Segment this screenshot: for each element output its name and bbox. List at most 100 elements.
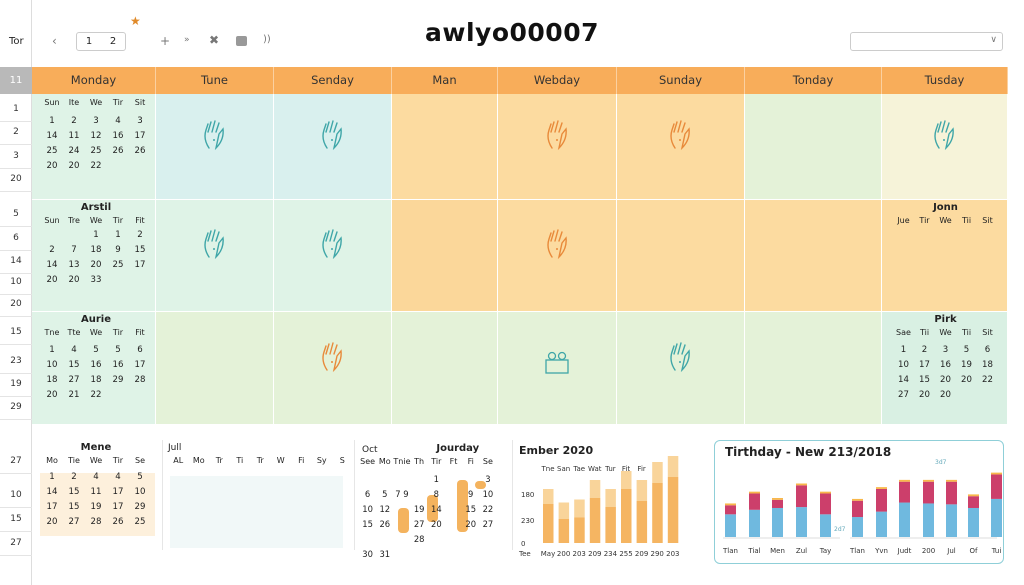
- date-cell[interactable]: 15: [68, 502, 80, 512]
- date-cell[interactable]: 20: [46, 161, 58, 171]
- day-cell-r2-c6[interactable]: [745, 312, 882, 425]
- date-cell[interactable]: 26: [112, 146, 124, 156]
- date-cell[interactable]: 4: [115, 472, 121, 482]
- day-cell-r2-c0[interactable]: [32, 312, 156, 425]
- date-cell[interactable]: 17: [134, 260, 146, 270]
- day-header-3[interactable]: Man: [392, 67, 498, 94]
- date-cell[interactable]: 18: [90, 245, 102, 255]
- date-cell[interactable]: 14: [898, 375, 909, 385]
- date-cell[interactable]: 14: [46, 487, 58, 497]
- date-cell[interactable]: 20: [46, 517, 58, 527]
- date-cell[interactable]: 3: [485, 474, 491, 484]
- date-cell[interactable]: 20: [431, 519, 442, 529]
- day-header-2[interactable]: Senday: [274, 67, 392, 94]
- date-cell[interactable]: 14: [431, 504, 442, 514]
- date-cell[interactable]: 6: [364, 489, 371, 499]
- date-cell[interactable]: 20: [90, 260, 102, 270]
- date-cell[interactable]: 22: [90, 390, 102, 400]
- date-cell[interactable]: 24: [68, 146, 80, 156]
- date-cell[interactable]: 15: [362, 519, 373, 529]
- day-cell-r0-c1[interactable]: [156, 94, 274, 200]
- date-cell[interactable]: 20: [940, 390, 951, 400]
- date-cell[interactable]: 3: [93, 116, 99, 126]
- date-cell[interactable]: 12: [379, 504, 391, 514]
- date-cell[interactable]: 1: [115, 230, 121, 240]
- date-cell[interactable]: 20: [919, 390, 930, 400]
- day-cell-r1-c0[interactable]: [32, 200, 156, 312]
- day-header-1[interactable]: Tune: [156, 67, 274, 94]
- day-cell-r1-c1[interactable]: [156, 200, 274, 312]
- page-1[interactable]: 1: [85, 36, 93, 47]
- date-cell[interactable]: 20: [940, 375, 951, 385]
- date-cell[interactable]: 7 9: [395, 489, 409, 499]
- event-bar[interactable]: [427, 495, 438, 522]
- date-cell[interactable]: 31: [379, 549, 391, 559]
- date-cell[interactable]: 28: [90, 517, 102, 527]
- date-cell[interactable]: 29: [134, 502, 146, 512]
- date-cell[interactable]: 3: [137, 116, 143, 126]
- date-cell[interactable]: 16: [940, 360, 951, 370]
- event-bar[interactable]: [475, 481, 486, 489]
- date-cell[interactable]: 1: [49, 345, 55, 355]
- date-cell[interactable]: 11: [90, 487, 102, 497]
- date-cell[interactable]: 28: [134, 375, 146, 385]
- date-cell[interactable]: 29: [112, 375, 124, 385]
- date-cell[interactable]: 26: [134, 146, 146, 156]
- date-cell[interactable]: 12: [90, 131, 102, 141]
- date-cell[interactable]: 20: [465, 519, 477, 529]
- date-cell[interactable]: 13: [68, 260, 80, 270]
- date-cell[interactable]: 22: [90, 161, 102, 171]
- date-cell[interactable]: 27: [898, 390, 909, 400]
- date-cell[interactable]: 19: [90, 502, 102, 512]
- date-cell[interactable]: 15: [919, 375, 930, 385]
- date-cell[interactable]: 17: [46, 502, 58, 512]
- day-cell-r2-c1[interactable]: [156, 312, 274, 425]
- date-cell[interactable]: 27: [68, 517, 80, 527]
- date-cell[interactable]: 25: [90, 146, 102, 156]
- day-header-0[interactable]: Monday: [32, 67, 156, 94]
- day-header-5[interactable]: Sunday: [617, 67, 745, 94]
- date-cell[interactable]: 20: [961, 375, 972, 385]
- date-cell[interactable]: 1: [900, 345, 907, 355]
- date-cell[interactable]: 15: [68, 487, 80, 497]
- event-bar[interactable]: [457, 480, 468, 532]
- date-cell[interactable]: 20: [68, 161, 80, 171]
- date-cell[interactable]: 3: [942, 345, 949, 355]
- date-cell[interactable]: 7: [71, 245, 77, 255]
- date-cell[interactable]: 2: [137, 230, 143, 240]
- day-header-4[interactable]: Webday: [498, 67, 617, 94]
- date-cell[interactable]: 27: [68, 375, 80, 385]
- date-cell[interactable]: 20: [46, 390, 58, 400]
- date-cell[interactable]: 16: [112, 360, 124, 370]
- date-cell[interactable]: 5: [115, 345, 121, 355]
- date-cell[interactable]: 18: [90, 375, 102, 385]
- day-header-6[interactable]: Tonday: [745, 67, 882, 94]
- date-cell[interactable]: 27 28: [413, 519, 425, 544]
- date-cell[interactable]: 11: [68, 131, 80, 141]
- date-cell[interactable]: 20: [46, 275, 58, 285]
- date-cell[interactable]: 6: [137, 345, 143, 355]
- day-cell-r1-c3[interactable]: [392, 200, 498, 312]
- day-cell-r1-c2[interactable]: [274, 200, 392, 312]
- date-cell[interactable]: 10: [134, 487, 146, 497]
- date-cell[interactable]: 22: [482, 504, 494, 514]
- date-cell[interactable]: 33: [90, 275, 102, 285]
- day-cell-r2-c5[interactable]: [617, 312, 745, 425]
- date-cell[interactable]: 2: [71, 472, 77, 482]
- date-cell[interactable]: 25: [112, 260, 124, 270]
- date-cell[interactable]: 4: [115, 116, 121, 126]
- date-cell[interactable]: 21: [68, 390, 80, 400]
- date-cell[interactable]: 19: [413, 504, 425, 514]
- date-cell[interactable]: 17: [112, 487, 124, 497]
- skip-icon[interactable]: »: [184, 35, 190, 45]
- date-cell[interactable]: 10: [46, 360, 58, 370]
- date-cell[interactable]: 1: [433, 474, 440, 484]
- date-cell[interactable]: 2: [71, 116, 77, 126]
- date-cell[interactable]: 27: [482, 519, 494, 529]
- day-cell-r2-c2[interactable]: [274, 312, 392, 425]
- date-cell[interactable]: 15: [465, 504, 477, 514]
- date-cell[interactable]: 4: [71, 345, 77, 355]
- date-cell[interactable]: 8: [433, 489, 440, 499]
- date-cell[interactable]: 2: [49, 245, 55, 255]
- scissors-icon[interactable]: ✖: [209, 33, 220, 47]
